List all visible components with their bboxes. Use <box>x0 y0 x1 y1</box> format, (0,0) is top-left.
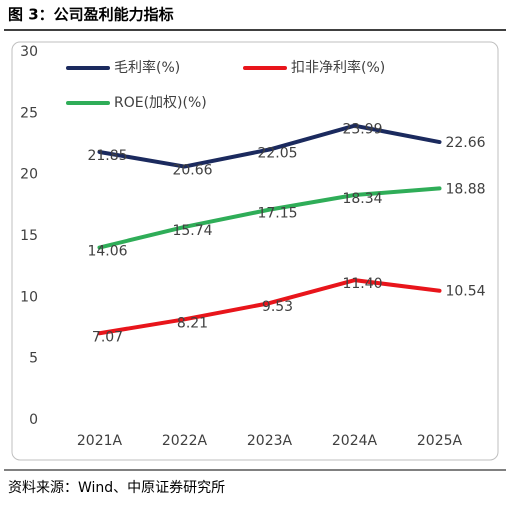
data-label: 14.06 <box>87 244 127 260</box>
data-label: 18.34 <box>342 191 382 207</box>
plot: 0 5 10 15 20 25 30 2021A 2022A 2023A 2024A 2025A 21.… <box>20 44 485 449</box>
legend-label: 扣非净利率(%) <box>291 59 385 76</box>
y-tick-label: 30 <box>20 44 38 60</box>
data-label: 8.21 <box>177 315 208 331</box>
y-tick-label: 10 <box>20 289 38 305</box>
series-line <box>97 123 442 169</box>
x-tick-label: 2024A <box>332 433 378 449</box>
data-label: 18.88 <box>445 181 485 197</box>
data-label: 11.40 <box>342 276 382 292</box>
y-tick-label: 0 <box>29 412 38 428</box>
data-label: 15.74 <box>172 223 212 239</box>
data-label: 22.66 <box>445 135 485 151</box>
data-label: 7.07 <box>92 329 123 345</box>
data-label: 9.53 <box>262 299 293 315</box>
data-label: 21.85 <box>87 148 127 164</box>
y-tick-label: 25 <box>20 105 38 121</box>
chart-frame <box>11 41 499 461</box>
legend-label: ROE(加权)(%) <box>114 95 207 111</box>
data-label: 23.99 <box>342 122 382 138</box>
y-tick-label: 15 <box>20 228 38 244</box>
x-tick-label: 2021A <box>77 433 123 449</box>
y-tick-label: 20 <box>20 167 38 183</box>
data-label: 17.15 <box>257 206 297 222</box>
data-label: 20.66 <box>172 163 212 179</box>
series-line <box>97 278 442 336</box>
series-line <box>97 186 442 250</box>
data-label: 22.05 <box>257 146 297 162</box>
x-tick-label: 2025A <box>417 433 463 449</box>
figure-title: 图 3：公司盈利能力指标 <box>8 6 174 24</box>
data-label: 10.54 <box>445 284 485 300</box>
x-tick-label: 2022A <box>162 433 208 449</box>
y-tick-label: 5 <box>29 351 38 367</box>
x-tick-label: 2023A <box>247 433 293 449</box>
legend-label: 毛利率(%) <box>114 59 180 76</box>
source: 资料来源：Wind、中原证券研究所 <box>8 480 225 496</box>
